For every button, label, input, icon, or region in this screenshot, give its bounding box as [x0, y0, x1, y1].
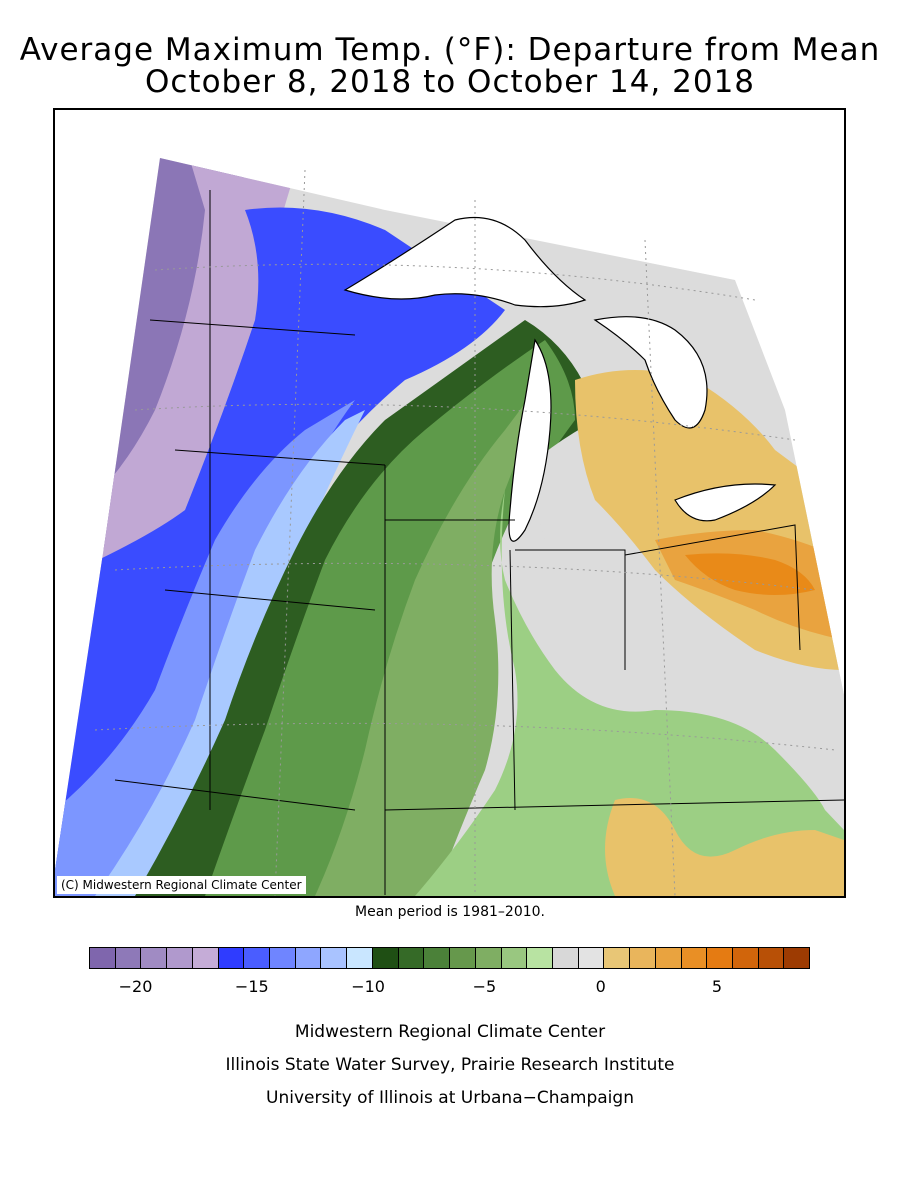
legend-swatch [372, 948, 399, 968]
lake-michigan [508, 338, 552, 542]
legend-tick-label: 5 [711, 977, 723, 996]
legend-swatch [501, 948, 528, 968]
legend-swatch [527, 948, 553, 968]
footer-institute: Illinois State Water Survey, Prairie Res… [225, 1055, 675, 1075]
legend-swatch [398, 948, 425, 968]
map-title: Average Maximum Temp. (°F): Departure fr… [19, 32, 881, 68]
legend-swatch [578, 948, 605, 968]
footer-university: University of Illinois at Urbana−Champai… [266, 1088, 634, 1108]
legend-swatch [604, 948, 631, 968]
legend-tick-label: −10 [351, 977, 385, 996]
legend-tick-label: 0 [595, 977, 606, 996]
state-borders [114, 190, 844, 895]
zone-plus-2-south [605, 798, 844, 896]
legend-swatch [424, 948, 451, 968]
legend-tick-label: −20 [118, 977, 153, 996]
legend-swatch [115, 948, 142, 968]
legend-swatch [475, 948, 502, 968]
legend-swatch [192, 948, 219, 968]
legend-swatch [450, 948, 476, 968]
lake-erie [674, 483, 777, 522]
zone-plus-6 [685, 553, 815, 595]
color-legend-bar [89, 947, 810, 969]
legend-swatch [270, 948, 296, 968]
legend-swatch [552, 948, 579, 968]
map-frame: (C) Midwestern Regional Climate Center [53, 108, 846, 898]
zone-minus-3 [415, 490, 844, 896]
legend-swatch [732, 948, 759, 968]
legend-swatch [347, 948, 373, 968]
legend-tick-label: −15 [234, 977, 269, 996]
zone-minus-11 [95, 410, 365, 896]
legend-swatch [90, 948, 116, 968]
legend-swatch [630, 948, 656, 968]
legend-swatch [141, 948, 168, 968]
zone-minus-5 [315, 390, 535, 896]
lake-superior [343, 216, 587, 308]
mean-period-note: Mean period is 1981–2010. [355, 904, 545, 920]
departure-map [55, 158, 844, 896]
graticule [94, 169, 836, 896]
map-subtitle-date-range: October 8, 2018 to October 14, 2018 [144, 64, 756, 100]
legend-tick-label: −5 [472, 977, 497, 996]
legend-swatch [218, 948, 245, 968]
legend-swatch [244, 948, 271, 968]
legend-swatch [707, 948, 733, 968]
zone-minus-18 [55, 158, 315, 580]
legend-swatch [167, 948, 193, 968]
legend-swatch [655, 948, 682, 968]
legend-swatch [321, 948, 348, 968]
legend-swatch [681, 948, 708, 968]
legend-swatch [758, 948, 785, 968]
legend-swatch [295, 948, 322, 968]
footer-org: Midwestern Regional Climate Center [294, 1022, 606, 1042]
map-copyright-label: (C) Midwestern Regional Climate Center [57, 876, 306, 894]
legend-swatch [784, 948, 810, 968]
